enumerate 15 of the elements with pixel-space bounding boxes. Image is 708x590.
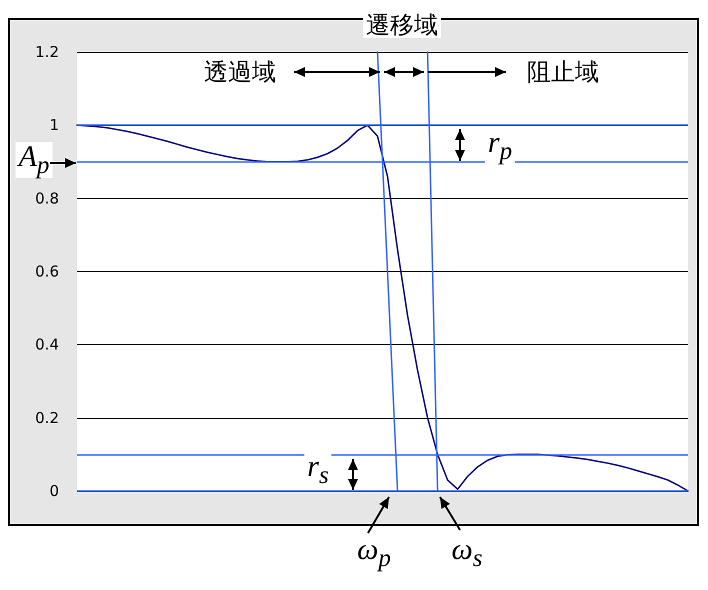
y-tick-label: 0.8 [35,189,59,208]
annotation: r$_{s}$ [304,450,332,489]
annotation: r$_{p}$ [484,126,516,165]
y-tick-label: 0.4 [35,336,59,354]
text: ω$_{s}$ [448,533,486,572]
annotation: 透過域 [201,58,279,86]
y-tick-label: 0 [49,482,59,500]
y-tick-label: 0.6 [35,262,59,280]
y-tick-label: 0.2 [35,408,59,427]
y-tick-label: 1 [49,116,59,134]
text: ω$_{p}$ [354,533,394,572]
text: A$_{p}$ [16,140,52,179]
y-tick-label: 1.2 [35,43,59,61]
text: 遷移域 [363,11,441,39]
annotation: 阻止域 [524,58,602,86]
